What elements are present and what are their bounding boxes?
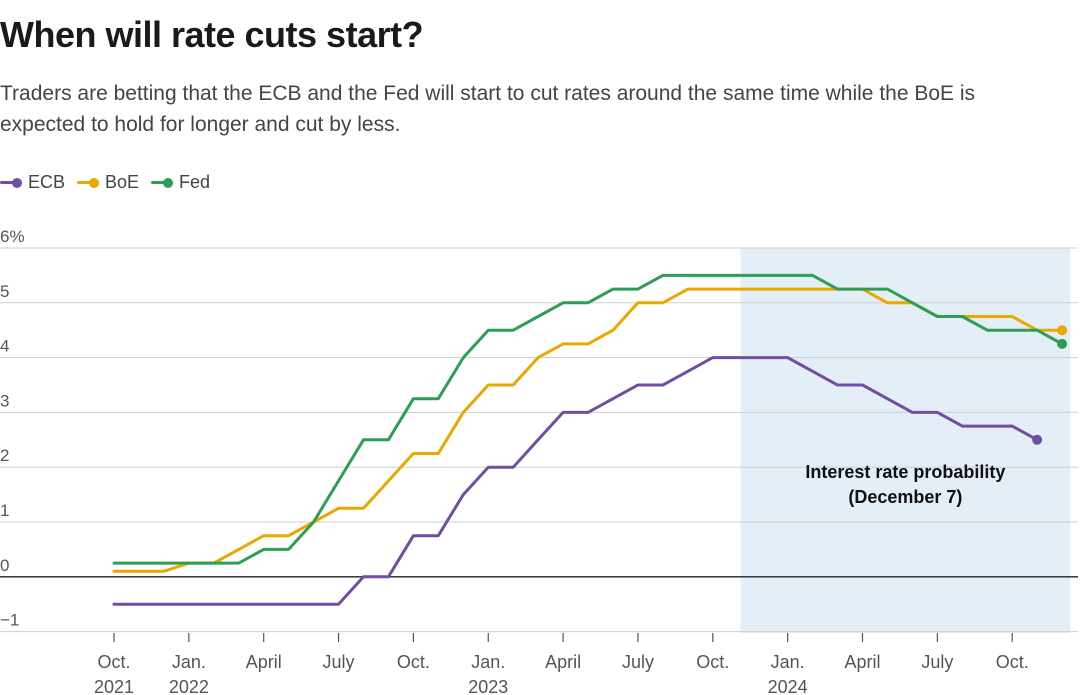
shaded-region-label: Interest rate probability <box>805 462 1005 482</box>
shaded-region-date-label: (December 7) <box>848 487 962 507</box>
legend-item-ecb: ECB <box>0 172 65 193</box>
x-tick-label: Oct. <box>696 652 729 672</box>
x-tick-label: April <box>545 652 581 672</box>
series-endpoint-boe <box>1057 325 1068 336</box>
series-line-ecb <box>112 356 1039 606</box>
x-tick-label: April <box>246 652 282 672</box>
x-tick-label: April <box>844 652 880 672</box>
x-tick-year-label: 2021 <box>94 677 134 695</box>
x-tick-label: July <box>921 652 953 672</box>
chart-subtitle: Traders are betting that the ECB and the… <box>0 82 976 136</box>
legend-label-ecb: ECB <box>28 172 66 192</box>
legend-swatch-boe <box>77 177 100 188</box>
y-tick-label: −1 <box>0 611 19 630</box>
series-endpoint-fed <box>1057 338 1068 349</box>
x-tick-year-label: 2023 <box>468 677 508 695</box>
legend-item-boe: BoE <box>77 172 139 193</box>
legend-item-fed: Fed <box>151 172 210 193</box>
chart-title: When will rate cuts start? <box>0 14 424 55</box>
legend-swatch-ecb <box>0 177 22 188</box>
legend-swatch-fed <box>151 177 174 188</box>
x-tick-label: Jan. <box>771 652 805 672</box>
legend-label-boe: BoE <box>105 172 140 192</box>
y-tick-label: 0 <box>0 556 9 575</box>
x-tick-label: Jan. <box>172 652 206 672</box>
y-tick-label: 2 <box>0 446 9 465</box>
y-tick-label: 3 <box>0 391 9 410</box>
y-tick-label: 6% <box>0 227 25 246</box>
y-tick-label: 1 <box>0 501 9 520</box>
x-tick-year-label: 2022 <box>169 677 209 695</box>
x-tick-label: Jan. <box>471 652 505 672</box>
legend-label-fed: Fed <box>179 172 211 192</box>
x-tick-label: Oct. <box>397 652 430 672</box>
x-tick-label: Oct. <box>996 652 1029 672</box>
x-tick-year-label: 2024 <box>768 677 808 695</box>
series-endpoint-ecb <box>1032 434 1043 445</box>
legend: ECB BoE Fed <box>0 172 210 193</box>
x-tick-label: July <box>323 652 355 672</box>
forecast-shaded-region <box>740 248 1071 633</box>
y-tick-label: 4 <box>0 337 9 356</box>
x-tick-label: July <box>622 652 654 672</box>
series-line-fed <box>112 273 1064 565</box>
x-tick-label: Oct. <box>97 652 130 672</box>
y-tick-label: 5 <box>0 282 9 301</box>
